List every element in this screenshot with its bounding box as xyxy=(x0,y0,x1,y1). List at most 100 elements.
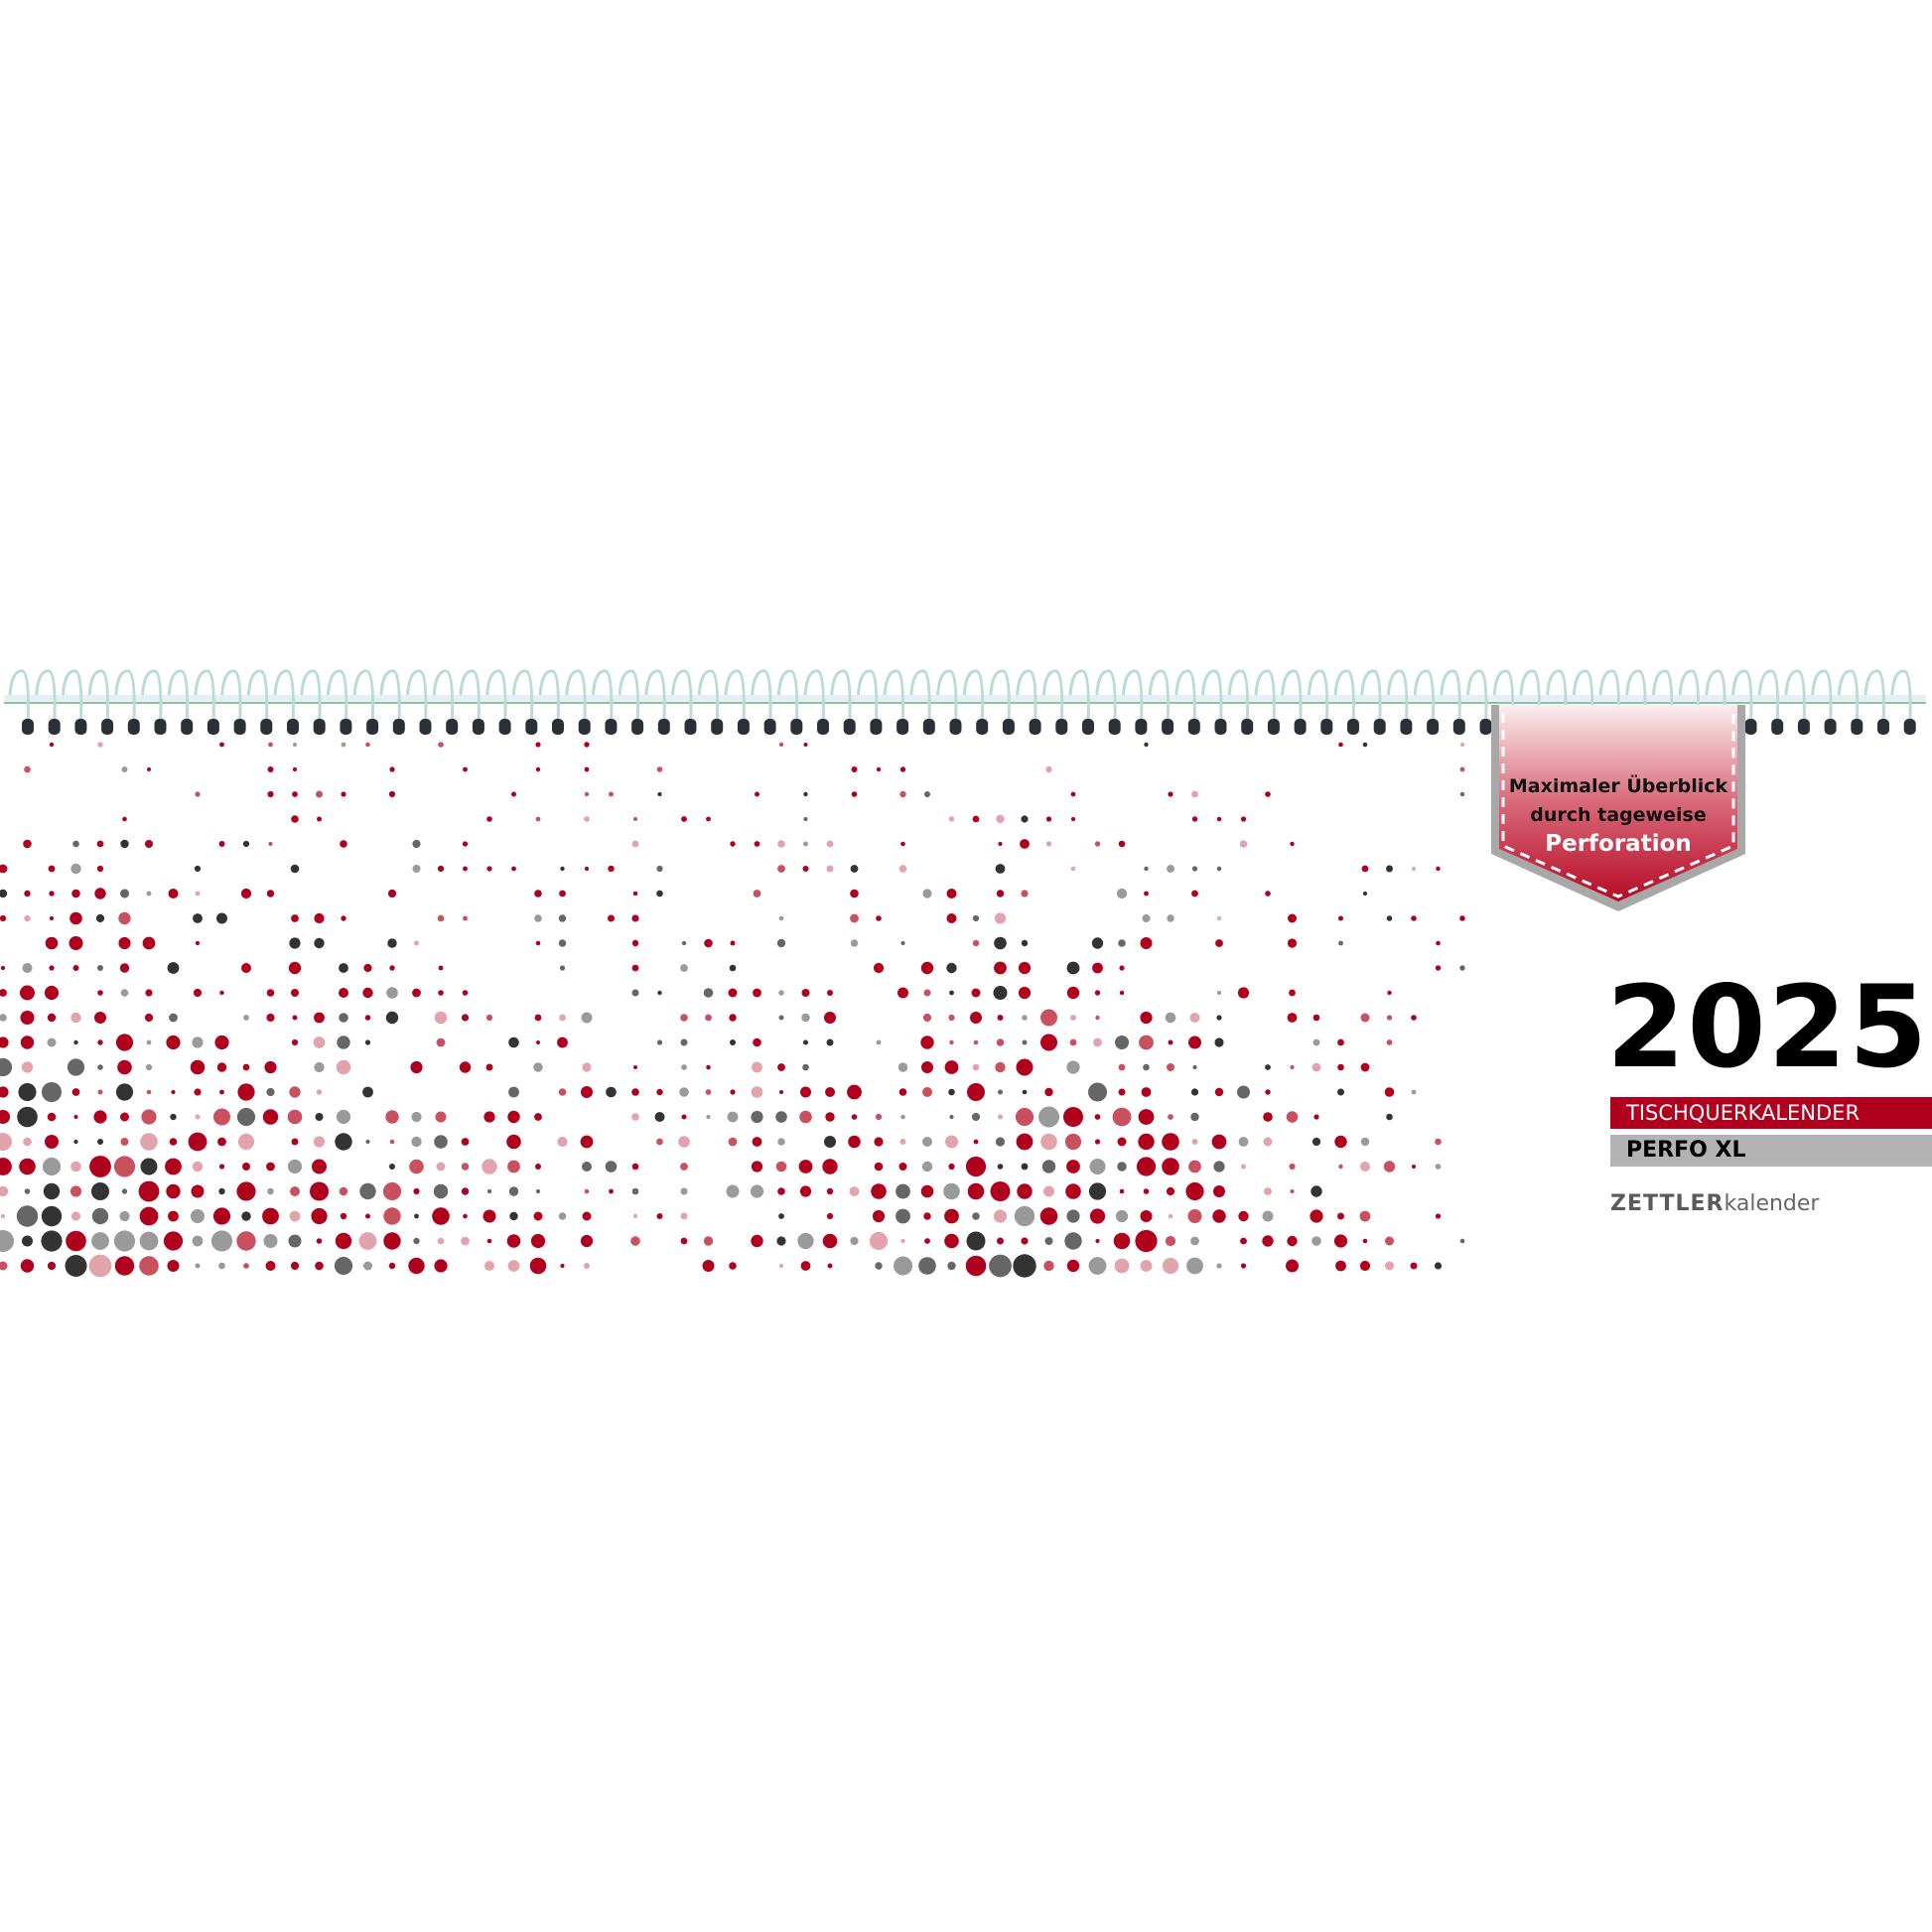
pattern-dot xyxy=(47,1037,57,1047)
pattern-dot xyxy=(584,791,590,797)
binding-hole xyxy=(1771,719,1784,735)
pattern-dot xyxy=(798,1160,813,1173)
spiral-loop xyxy=(220,669,242,726)
pattern-dot xyxy=(1091,937,1104,949)
pattern-dot xyxy=(188,1132,207,1152)
binding-hole xyxy=(472,719,484,735)
pattern-dot xyxy=(314,1012,325,1024)
pattern-dot xyxy=(142,936,156,950)
binding-hole xyxy=(313,719,326,735)
pattern-dot xyxy=(1070,1015,1076,1021)
pattern-dot xyxy=(463,866,468,872)
pattern-dot xyxy=(168,1210,179,1222)
pattern-dot xyxy=(1016,1133,1034,1151)
pattern-dot xyxy=(433,1183,449,1199)
binding-hole xyxy=(1055,719,1068,735)
pattern-dot xyxy=(310,1181,329,1201)
pattern-dot xyxy=(778,1213,784,1219)
pattern-dot xyxy=(408,1257,425,1275)
pattern-dot xyxy=(358,1232,377,1250)
pattern-dot xyxy=(167,1260,180,1272)
pattern-dot xyxy=(1290,1064,1295,1070)
pattern-dot xyxy=(191,1184,205,1198)
binding-hole xyxy=(233,719,246,735)
binding-hole xyxy=(711,719,724,735)
pattern-dot xyxy=(70,1161,81,1173)
pattern-dot xyxy=(121,766,128,772)
pattern-dot xyxy=(874,1137,884,1147)
pattern-dot xyxy=(631,939,639,947)
pattern-dot xyxy=(509,1211,518,1221)
pattern-dot xyxy=(386,987,398,999)
pattern-dot xyxy=(965,1156,987,1177)
pattern-dot xyxy=(339,963,348,973)
pattern-dot xyxy=(117,1059,132,1075)
pattern-dot xyxy=(778,742,784,748)
pattern-dot xyxy=(413,1237,420,1245)
spiral-loop xyxy=(1413,669,1436,726)
pattern-dot xyxy=(462,841,469,847)
pattern-dot xyxy=(993,1209,1008,1223)
pattern-dot xyxy=(1142,914,1151,922)
pattern-dot xyxy=(1166,1186,1175,1196)
pattern-dot xyxy=(1237,1085,1250,1099)
pattern-dot xyxy=(1016,1058,1034,1076)
binding-hole xyxy=(1400,719,1413,735)
binding-hole xyxy=(1002,719,1015,735)
pattern-dot xyxy=(1017,1183,1033,1199)
pattern-dot xyxy=(237,1133,255,1151)
pattern-dot xyxy=(313,1136,326,1148)
pattern-dot xyxy=(1191,866,1198,872)
pattern-dot xyxy=(507,1110,520,1124)
pattern-dot xyxy=(411,1136,422,1148)
pattern-dot xyxy=(899,790,906,798)
pattern-dot xyxy=(210,1230,233,1252)
pattern-dot xyxy=(0,1261,8,1271)
pattern-dot xyxy=(1095,1015,1100,1021)
pattern-dot xyxy=(1436,866,1441,872)
pattern-dot xyxy=(680,1014,688,1022)
pattern-dot xyxy=(0,889,8,898)
pattern-dot xyxy=(681,816,687,822)
pattern-dot xyxy=(776,938,786,948)
pattern-dot xyxy=(1021,1163,1029,1171)
pattern-dot xyxy=(1286,1259,1299,1273)
pattern-dot xyxy=(0,1185,9,1197)
pattern-dot xyxy=(775,1161,787,1173)
pattern-dot xyxy=(267,766,274,772)
binding-hole xyxy=(1267,719,1280,735)
pattern-dot xyxy=(216,1062,227,1072)
spiral-loop xyxy=(1333,669,1355,726)
pattern-dot xyxy=(412,839,421,849)
pattern-dot xyxy=(1191,1139,1198,1145)
pattern-dot xyxy=(291,1038,299,1046)
pattern-dot xyxy=(1435,1138,1442,1146)
pattern-dot xyxy=(73,1115,78,1119)
pattern-dot xyxy=(195,1263,201,1269)
pattern-dot xyxy=(1311,1062,1321,1072)
binding-hole xyxy=(1347,719,1359,735)
pattern-dot xyxy=(69,1185,82,1197)
binding-hole xyxy=(1241,719,1254,735)
spiral-line xyxy=(4,702,1926,704)
pattern-dot xyxy=(824,1012,836,1024)
pattern-dot xyxy=(364,1015,371,1021)
pattern-dot xyxy=(1188,1160,1201,1173)
pattern-dot xyxy=(146,1089,152,1095)
pattern-dot xyxy=(998,841,1003,847)
pattern-dot xyxy=(268,742,273,748)
spiral-loop xyxy=(1572,669,1594,726)
pattern-dot xyxy=(1165,1012,1176,1024)
badge-text: Maximaler Überblick durch tageweise Perf… xyxy=(1489,772,1747,859)
pattern-dot xyxy=(289,1210,301,1222)
pattern-dot xyxy=(17,1106,38,1128)
pattern-dot xyxy=(1039,1207,1058,1225)
pattern-dot xyxy=(896,1208,910,1224)
pattern-dot xyxy=(800,1261,811,1271)
pattern-dot xyxy=(1216,990,1222,996)
pattern-dot xyxy=(609,791,614,797)
pattern-dot xyxy=(412,865,421,873)
pattern-dot xyxy=(317,816,322,822)
pattern-dot xyxy=(918,1257,936,1275)
pattern-dot xyxy=(24,1188,31,1194)
